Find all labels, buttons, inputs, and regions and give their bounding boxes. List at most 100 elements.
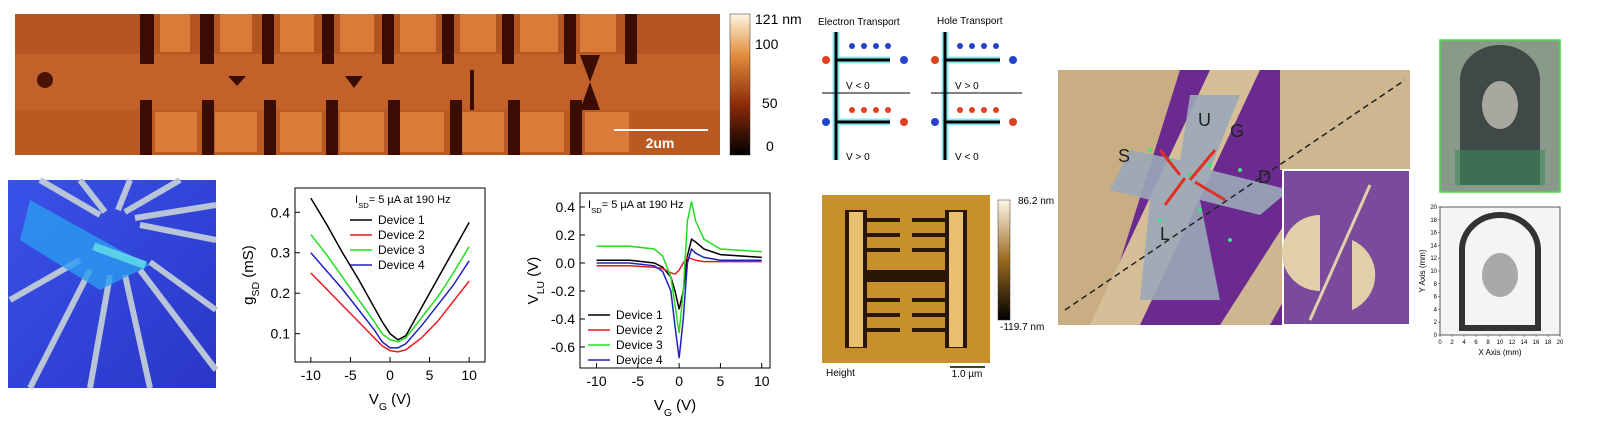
x-axis-label: VG (V) <box>654 397 696 419</box>
device-photo: S U G D L <box>1058 70 1411 326</box>
annotation-sub: SD <box>358 201 369 210</box>
legend-label: Device 4 <box>378 258 425 272</box>
data-line <box>310 272 470 353</box>
colorbar-label: 100 <box>755 36 779 52</box>
legend-label: Device 3 <box>616 338 663 352</box>
legend-label: Device 2 <box>378 228 425 242</box>
x-axis-label-rest: (V) <box>387 391 411 408</box>
x-tick-label: 5 <box>717 373 725 389</box>
x-tick-label: 10 <box>461 367 477 383</box>
legend-label: Device 1 <box>378 213 425 227</box>
y-axis-label: gSD (mS) <box>240 245 262 305</box>
y-axis-label-main: g <box>240 296 257 304</box>
device-render <box>8 177 219 390</box>
y-tick-label: 16 <box>1430 231 1437 237</box>
y-tick-label: 2 <box>1434 320 1438 326</box>
x-tick-label: 16 <box>1533 340 1540 346</box>
x-axis-label: VG (V) <box>369 391 411 413</box>
y-tick-label: 0.2 <box>556 227 576 243</box>
y-axis-label-rest: (V) <box>525 257 542 281</box>
electrode-label: U <box>1198 110 1211 130</box>
colorbar-label: 0 <box>766 138 774 154</box>
x-tick-label: 8 <box>1486 340 1490 346</box>
x-tick-label: 0 <box>1438 340 1442 346</box>
x-tick-label: 0 <box>386 367 394 383</box>
y-tick-label: 0.4 <box>271 204 291 220</box>
legend-label: Device 3 <box>378 243 425 257</box>
x-tick-label: 5 <box>426 367 434 383</box>
y-tick-label: 0.4 <box>556 199 576 215</box>
electrode-label: D <box>1258 167 1271 187</box>
y-tick-label: 0 <box>1434 333 1438 339</box>
colorbar-label: 121 nm <box>755 11 802 27</box>
data-line <box>310 234 470 343</box>
annotation-rest: = 5 µA at 190 Hz <box>369 194 451 206</box>
diagram-title: Electron Transport <box>818 17 900 28</box>
scan-panel: X Axis (mm) Y Axis (mm) <box>1418 39 1561 357</box>
afm-top-image: 2um 121 nm 100 50 0 <box>15 11 802 156</box>
x-tick-label: 18 <box>1545 340 1552 346</box>
legend-label: Device 1 <box>616 308 663 322</box>
x-tick-label: 6 <box>1474 340 1478 346</box>
bias-label: V > 0 <box>846 152 870 163</box>
x-tick-label: 10 <box>754 373 770 389</box>
x-axis-label-main: V <box>654 397 664 414</box>
legend-label: Device 4 <box>616 353 663 367</box>
electrode-label: S <box>1118 146 1130 166</box>
scale-bar-label: 2um <box>646 135 675 151</box>
y-axis-label-main: V <box>525 294 542 304</box>
y-tick-label: 12 <box>1430 256 1437 262</box>
bias-label: V > 0 <box>955 81 979 92</box>
x-tick-label: 2 <box>1450 340 1454 346</box>
y-axis-label: VLU (V) <box>525 257 547 305</box>
y-tick-label: 8 <box>1434 282 1438 288</box>
annotation-main: I <box>355 194 358 206</box>
x-tick-label: 20 <box>1557 340 1564 346</box>
y-tick-label: 20 <box>1430 205 1437 211</box>
electrode-label: G <box>1230 121 1244 141</box>
y-tick-label: 14 <box>1430 243 1437 249</box>
data-line <box>596 201 762 334</box>
x-axis-label-rest: (V) <box>672 397 696 414</box>
x-axis-label-sub: G <box>664 407 672 419</box>
channel-label: Height <box>826 368 855 379</box>
scale-bar-label: 1.0 µm <box>952 369 983 380</box>
x-axis-label: X Axis (mm) <box>1478 348 1521 357</box>
x-tick-label: 10 <box>1497 340 1504 346</box>
y-tick-label: 0.1 <box>271 326 291 342</box>
y-tick-label: 0.2 <box>271 285 291 301</box>
y-axis-label-sub: LU <box>535 281 547 294</box>
y-tick-label: -0.4 <box>551 311 575 327</box>
afm-middle-image: 86.2 nm -119.7 nm Height 1.0 µm <box>822 195 1054 380</box>
y-tick-label: 4 <box>1434 307 1438 313</box>
colorbar-label: -119.7 nm <box>1000 322 1044 333</box>
diagram-title: Hole Transport <box>937 16 1003 27</box>
data-line <box>310 252 470 349</box>
data-line <box>596 237 762 310</box>
annotation-main: I <box>588 199 591 211</box>
annotation: ISD= 5 µA at 190 Hz <box>588 199 684 215</box>
y-tick-label: 0.3 <box>271 245 291 261</box>
bias-label: V < 0 <box>955 152 979 163</box>
y-tick-label: 6 <box>1434 295 1438 301</box>
annotation: ISD= 5 µA at 190 Hz <box>355 194 451 210</box>
y-tick-label: -0.6 <box>551 339 575 355</box>
colorbar-label: 50 <box>762 95 778 111</box>
data-line <box>310 197 470 341</box>
bias-label: V < 0 <box>846 81 870 92</box>
annotation-rest: = 5 µA at 190 Hz <box>602 199 684 211</box>
y-tick-label: -0.2 <box>551 283 575 299</box>
y-axis-label-rest: (mS) <box>240 245 257 282</box>
colorbar-label: 86.2 nm <box>1018 196 1054 207</box>
plot-frame <box>579 192 771 369</box>
x-tick-label: -5 <box>632 373 645 389</box>
y-tick-label: 10 <box>1430 269 1437 275</box>
y-tick-label: 0.0 <box>556 255 576 271</box>
x-tick-label: 14 <box>1521 340 1528 346</box>
transport-diagram: Electron Transport Hole Transport V < 0 … <box>818 16 1022 163</box>
y-axis-label-sub: SD <box>250 281 262 296</box>
x-axis-label-sub: G <box>379 401 387 413</box>
x-axis-label-main: V <box>369 391 379 408</box>
